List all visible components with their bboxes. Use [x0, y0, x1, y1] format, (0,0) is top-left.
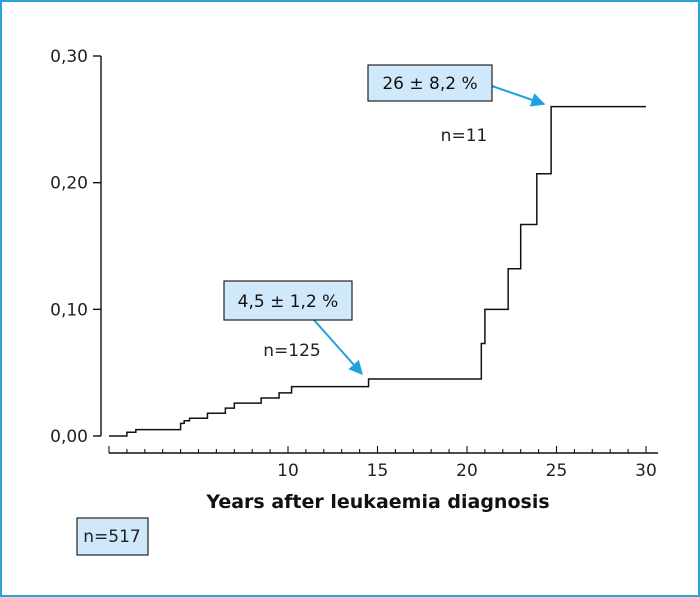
y-tick-label: 0,20: [50, 174, 88, 194]
callout-arrow-early: [313, 319, 363, 376]
x-axis-title: Years after leukaemia diagnosis: [205, 491, 549, 513]
survival-step-line: [109, 105, 646, 437]
y-tick-label: 0,30: [50, 47, 88, 67]
total-count-box: n=517: [76, 517, 149, 556]
callout-text-early: 4,5 ± 1,2 %: [238, 292, 339, 312]
x-tick-label: 30: [635, 461, 657, 481]
x-tick-label: 25: [546, 461, 568, 481]
total-count-rect: [76, 517, 149, 556]
series-layer: [109, 105, 646, 437]
callout-text-late: 26 ± 8,2 %: [382, 74, 477, 94]
x-axis: 10 15 20 25 30: [108, 446, 658, 481]
x-tick-label: 20: [456, 461, 478, 481]
count-label-late: n=11: [441, 126, 488, 146]
callout-arrow-late: [491, 85, 546, 107]
x-tick-label: 10: [277, 461, 299, 481]
y-axis: 0,00 0,10 0,20 0,30: [50, 47, 102, 447]
y-tick-label: 0,10: [50, 300, 88, 320]
count-label-early: n=125: [263, 341, 320, 361]
callout-box-early: [223, 280, 353, 321]
x-tick-label: 15: [367, 461, 389, 481]
callout-early: 4,5 ± 1,2 % n=125: [223, 280, 363, 376]
callout-box-late: [367, 64, 493, 102]
y-tick-label: 0,00: [50, 427, 88, 447]
callout-late: 26 ± 8,2 % n=11: [367, 64, 546, 146]
total-count-label: n=517: [83, 527, 140, 547]
